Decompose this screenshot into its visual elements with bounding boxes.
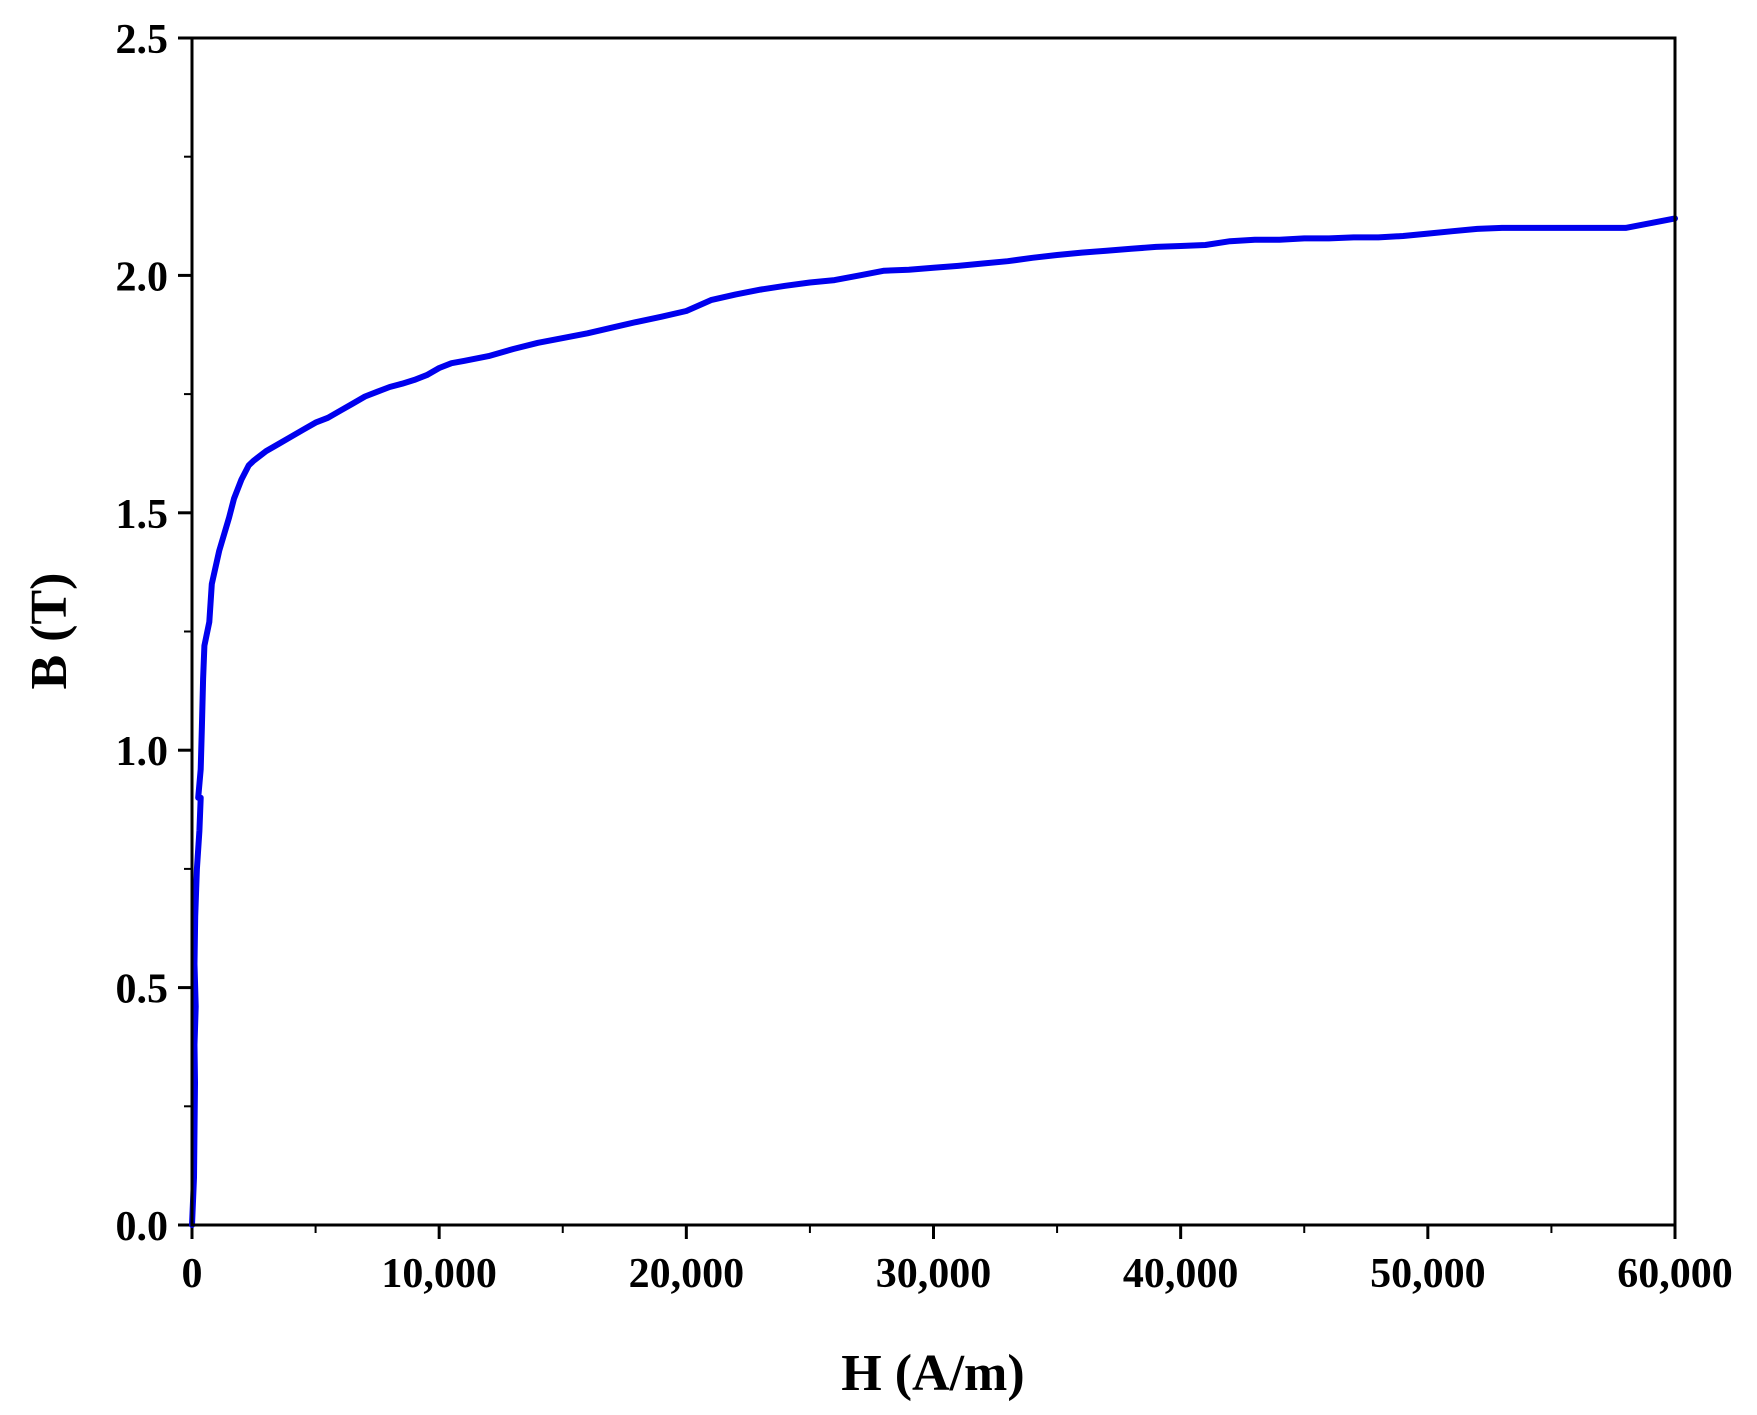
y-tick-label: 2.0: [116, 254, 169, 300]
y-tick-label: 0.5: [116, 967, 169, 1013]
y-axis-title: B (T): [21, 573, 78, 690]
x-tick-label: 10,000: [381, 1251, 497, 1297]
x-tick-label: 30,000: [876, 1251, 992, 1297]
y-tick-label: 1.5: [116, 492, 169, 538]
y-tick-label: 0.0: [116, 1204, 169, 1250]
x-tick-label: 60,000: [1617, 1251, 1733, 1297]
y-axis-tick-labels: 0.0 0.5 1.0 1.5 2.0 2.5: [116, 17, 169, 1250]
bh-curve-line: [189, 215, 1678, 1228]
x-axis-tick-labels: 0 10,000 20,000 30,000 40,000 50,000 60,000: [182, 1251, 1733, 1297]
x-tick-label: 0: [182, 1251, 203, 1297]
x-axis-ticks: [190, 1225, 1677, 1239]
x-tick-label: 40,000: [1123, 1251, 1239, 1297]
x-tick-label: 50,000: [1370, 1251, 1486, 1297]
y-tick-label: 2.5: [116, 17, 169, 63]
y-tick-label: 1.0: [116, 729, 169, 775]
plot-frame: [190, 36, 1677, 1227]
x-tick-label: 20,000: [629, 1251, 745, 1297]
x-axis-title: H (A/m): [841, 1345, 1024, 1402]
series-layer: [189, 215, 1678, 1228]
